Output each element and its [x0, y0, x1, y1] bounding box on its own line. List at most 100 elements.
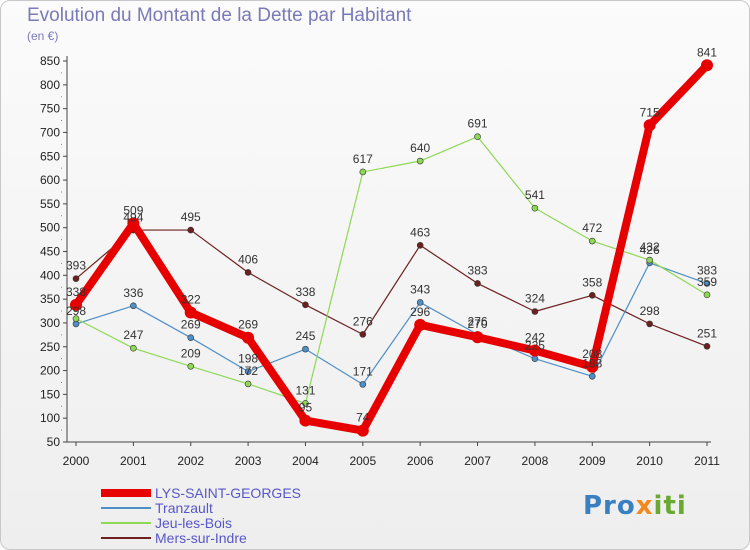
data-point — [471, 331, 484, 344]
data-label: 338 — [295, 285, 315, 299]
y-tick-label: 250 — [40, 340, 60, 354]
logo-part-3: iti — [653, 491, 687, 521]
x-tick-label: 2006 — [407, 454, 434, 468]
data-point — [302, 345, 309, 353]
x-tick-label: 2004 — [292, 454, 319, 468]
x-tick-label: 2000 — [63, 454, 90, 468]
data-label: 383 — [468, 263, 488, 277]
data-point — [72, 315, 80, 322]
data-point — [416, 157, 424, 165]
data-label: 494 — [123, 211, 143, 225]
logo-part-1: Pro — [583, 491, 636, 521]
data-point — [244, 380, 252, 388]
data-point — [531, 308, 539, 315]
y-tick-label: 50 — [47, 435, 61, 449]
data-label: 276 — [353, 314, 373, 328]
data-label: 270 — [468, 317, 488, 331]
data-point — [302, 301, 309, 309]
data-label: 324 — [525, 292, 545, 306]
data-point — [359, 168, 367, 176]
y-tick-label: 550 — [40, 197, 60, 211]
data-point — [244, 269, 252, 276]
data-point — [130, 302, 137, 310]
data-label: 322 — [181, 292, 201, 306]
data-label: 251 — [697, 326, 717, 340]
data-point — [528, 344, 541, 357]
y-tick-label: 650 — [40, 149, 60, 163]
y-tick-label: 750 — [40, 102, 60, 116]
data-point — [302, 400, 309, 407]
legend-label: Jeu-les-Bois — [155, 515, 232, 531]
data-point — [127, 217, 140, 230]
chart-unit-label: (en €) — [27, 29, 59, 43]
data-label: 691 — [468, 117, 488, 131]
data-label: 336 — [123, 286, 143, 300]
data-label: 841 — [697, 45, 717, 59]
data-label: 338 — [66, 285, 86, 299]
y-tick-label: 350 — [40, 292, 60, 306]
data-label: 172 — [238, 364, 258, 378]
x-tick-label: 2005 — [349, 454, 376, 468]
data-point — [588, 237, 596, 245]
data-point — [187, 362, 195, 370]
data-point — [299, 414, 312, 427]
data-label: 225 — [525, 339, 545, 353]
data-point — [242, 331, 255, 344]
series-line — [75, 229, 708, 347]
data-label: 74 — [356, 411, 370, 425]
data-label: 358 — [582, 275, 602, 289]
data-label: 95 — [299, 401, 313, 415]
data-label: 406 — [238, 252, 258, 266]
data-label: 209 — [181, 346, 201, 360]
data-label: 343 — [410, 282, 430, 296]
data-point — [416, 242, 424, 249]
data-label: 393 — [66, 259, 86, 273]
series-line — [72, 61, 711, 435]
data-point — [701, 59, 713, 72]
data-point — [646, 256, 653, 264]
x-tick-label: 2003 — [235, 454, 262, 468]
y-tick-label: 600 — [40, 173, 60, 187]
y-tick-label: 800 — [40, 78, 60, 92]
x-tick-label: 2001 — [120, 454, 147, 468]
x-tick-label: 2007 — [464, 454, 491, 468]
data-point — [244, 368, 252, 375]
data-point — [416, 299, 424, 306]
y-tick-label: 300 — [40, 316, 60, 330]
data-point — [588, 292, 596, 299]
data-point — [531, 204, 539, 212]
data-label: 463 — [410, 225, 430, 239]
data-label: 495 — [181, 210, 201, 224]
legend-label: LYS-SAINT-GEORGES — [155, 485, 301, 501]
data-label: 383 — [697, 263, 717, 277]
data-point — [130, 344, 137, 352]
legend-label: Mers-sur-Indre — [155, 530, 247, 546]
data-point — [474, 133, 481, 141]
data-point — [646, 320, 653, 328]
data-point — [359, 331, 367, 338]
data-point — [72, 275, 80, 282]
data-point — [703, 280, 711, 287]
y-tick-label: 200 — [40, 364, 60, 378]
x-tick-label: 2009 — [579, 454, 606, 468]
data-label: 509 — [123, 203, 143, 217]
y-tick-label: 400 — [40, 268, 60, 282]
x-tick-label: 2002 — [177, 454, 204, 468]
data-label: 247 — [123, 328, 143, 342]
data-label: 541 — [525, 188, 545, 202]
data-label: 298 — [640, 304, 660, 318]
data-point — [588, 372, 596, 380]
data-label: 472 — [582, 221, 602, 235]
y-tick-label: 450 — [40, 245, 60, 259]
x-tick-label: 2010 — [636, 454, 663, 468]
data-label: 617 — [353, 152, 373, 166]
data-label: 298 — [66, 304, 86, 318]
data-point — [356, 424, 369, 437]
data-label: 269 — [238, 318, 258, 332]
y-tick-label: 100 — [40, 411, 60, 425]
y-tick-label: 700 — [40, 125, 60, 139]
chart-title: Evolution du Montant de la Dette par Hab… — [27, 5, 412, 26]
data-label: 640 — [410, 141, 430, 155]
